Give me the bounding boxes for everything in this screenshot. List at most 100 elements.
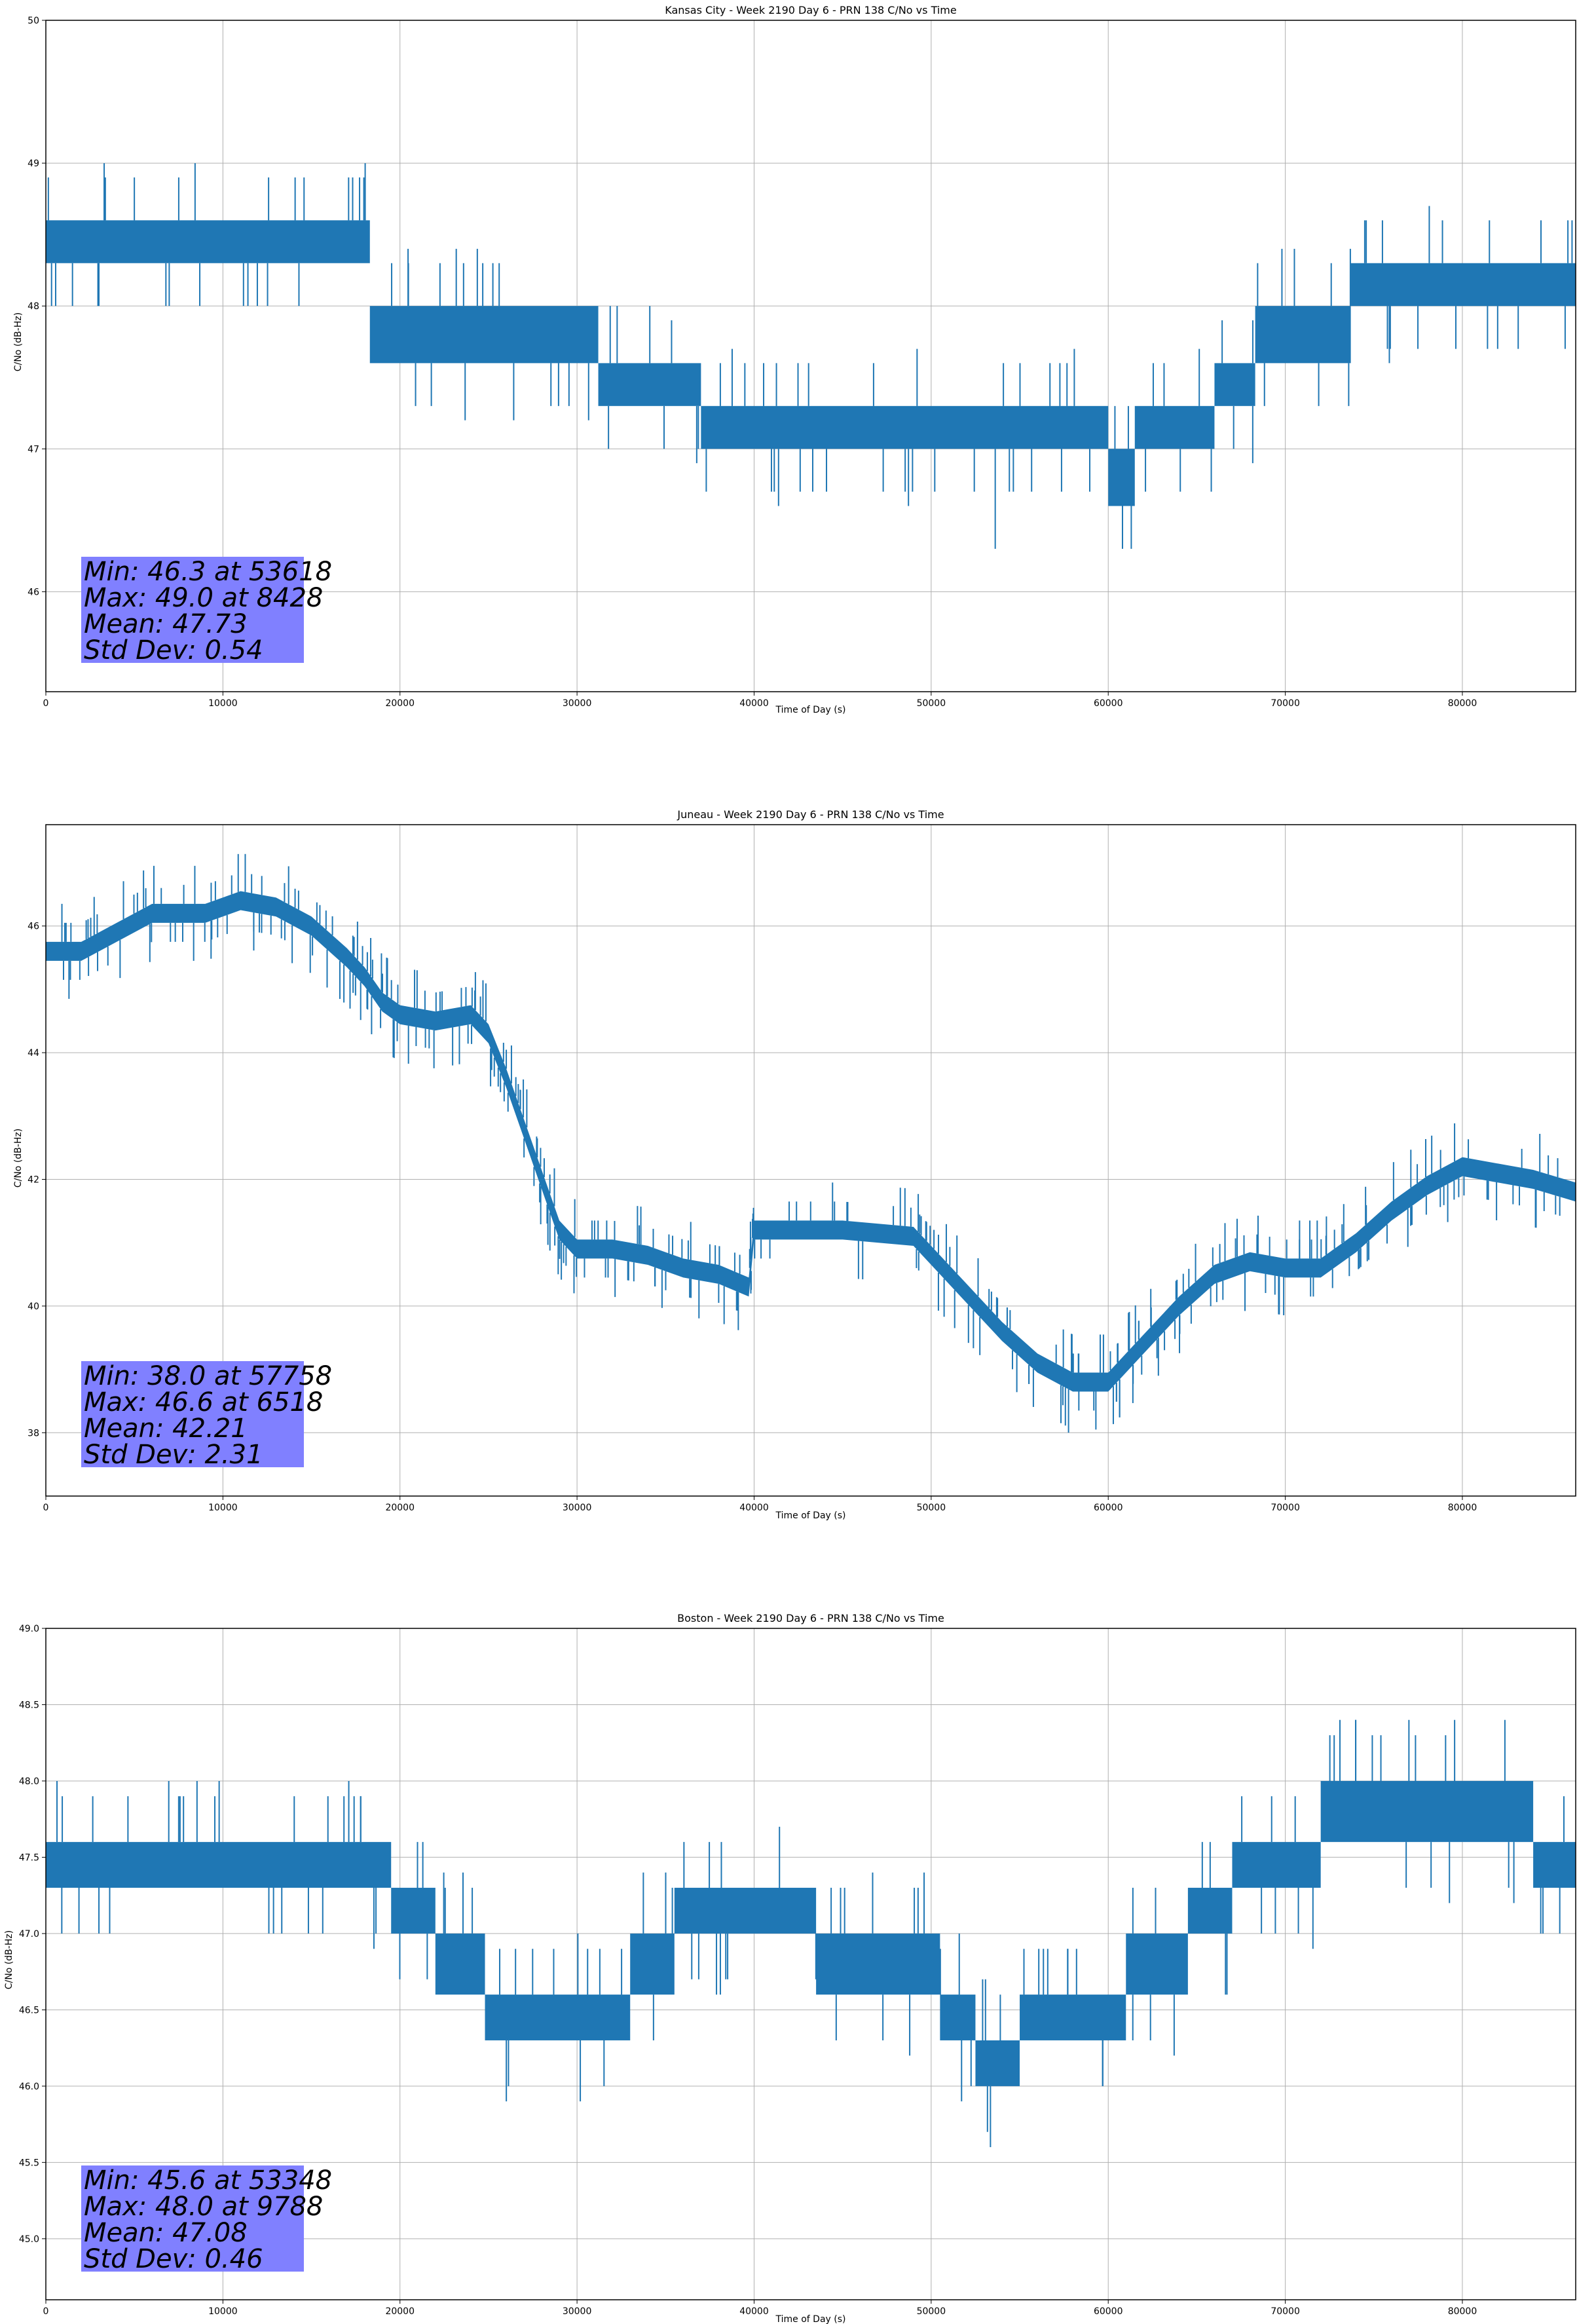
y-tick-label: 49 bbox=[28, 159, 39, 169]
series-band bbox=[46, 891, 1576, 1392]
x-axis-label: Time of Day (s) bbox=[775, 2314, 846, 2324]
series-band bbox=[1533, 1842, 1576, 1888]
x-tick-label: 30000 bbox=[563, 698, 592, 709]
series-band bbox=[391, 1888, 436, 1934]
chart-title: Kansas City - Week 2190 Day 6 - PRN 138 … bbox=[665, 4, 956, 16]
x-tick-label: 10000 bbox=[208, 698, 238, 709]
y-tick-label: 48.0 bbox=[19, 1776, 39, 1787]
series-band bbox=[674, 1888, 817, 1934]
stats-box bbox=[81, 2165, 304, 2272]
stats-max: Max: 46.6 at 6518 bbox=[84, 1387, 323, 1417]
x-tick-label: 80000 bbox=[1448, 1503, 1477, 1513]
stats-std: Std Dev: 2.31 bbox=[84, 1440, 263, 1470]
series-band bbox=[46, 220, 370, 263]
y-tick-label: 47.5 bbox=[19, 1852, 39, 1863]
stats-min: Min: 45.6 at 53348 bbox=[84, 2165, 332, 2196]
x-tick-label: 80000 bbox=[1448, 2306, 1477, 2317]
chart-title: Boston - Week 2190 Day 6 - PRN 138 C/No … bbox=[677, 1612, 944, 1624]
y-tick-label: 46.0 bbox=[19, 2082, 39, 2092]
chart-kansas-city: Kansas City - Week 2190 Day 6 - PRN 138 … bbox=[13, 4, 1576, 715]
series-band bbox=[1108, 449, 1135, 506]
series-band bbox=[1126, 1933, 1188, 1995]
x-tick-label: 0 bbox=[43, 1503, 49, 1513]
plot-frame bbox=[45, 20, 1576, 692]
x-tick-label: 50000 bbox=[917, 1503, 946, 1513]
y-axis-label: C/No (dB-Hz) bbox=[13, 312, 24, 371]
stats-max: Max: 48.0 at 9788 bbox=[84, 2192, 323, 2222]
plot-area: 0 10000 20000 30000 40000 50000 60000 70000 8000… bbox=[28, 16, 1576, 709]
series-band bbox=[975, 2040, 1020, 2086]
series-band bbox=[1214, 363, 1255, 406]
y-tick-label: 48.5 bbox=[19, 1700, 39, 1710]
series-band bbox=[701, 405, 1109, 449]
series-band bbox=[485, 1995, 631, 2040]
x-tick-label: 0 bbox=[43, 2306, 49, 2317]
x-tick-label: 50000 bbox=[917, 2306, 946, 2317]
stats-box bbox=[81, 557, 304, 663]
x-tick-label: 40000 bbox=[739, 698, 769, 709]
stats-mean: Mean: 47.73 bbox=[84, 609, 248, 639]
x-tick-label: 80000 bbox=[1448, 698, 1477, 709]
x-tick-label: 10000 bbox=[208, 2306, 238, 2317]
series-band bbox=[46, 1842, 392, 1888]
y-tick-label: 40 bbox=[28, 1302, 39, 1312]
plot-frame bbox=[45, 824, 1576, 1497]
x-tick-label: 70000 bbox=[1271, 698, 1300, 709]
y-tick-label: 49.0 bbox=[19, 1624, 39, 1634]
y-tick-label: 45.0 bbox=[19, 2234, 39, 2245]
x-axis-label: Time of Day (s) bbox=[775, 705, 846, 715]
series-band bbox=[630, 1933, 675, 1995]
x-tick-label: 20000 bbox=[385, 698, 415, 709]
y-tick-label: 48 bbox=[28, 301, 39, 312]
stats-std: Std Dev: 0.46 bbox=[84, 2244, 263, 2274]
x-tick-label: 70000 bbox=[1271, 2306, 1300, 2317]
y-tick-label: 50 bbox=[28, 16, 39, 26]
x-tick-label: 40000 bbox=[739, 1503, 769, 1513]
y-tick-label: 46.5 bbox=[19, 2005, 39, 2015]
series-band bbox=[1134, 405, 1215, 449]
stats-std: Std Dev: 0.54 bbox=[84, 635, 263, 665]
chart-juneau: Juneau - Week 2190 Day 6 - PRN 138 C/No … bbox=[13, 808, 1576, 1521]
stats-mean: Mean: 42.21 bbox=[84, 1414, 248, 1444]
y-tick-label: 38 bbox=[28, 1428, 39, 1438]
x-tick-label: 70000 bbox=[1271, 1503, 1300, 1513]
series-band bbox=[435, 1933, 485, 1995]
x-tick-label: 60000 bbox=[1094, 2306, 1123, 2317]
chart-boston: Boston - Week 2190 Day 6 - PRN 138 C/No … bbox=[4, 1612, 1576, 2324]
y-axis-label: C/No (dB-Hz) bbox=[13, 1129, 24, 1188]
plot-area: 0 10000 20000 30000 40000 50000 60000 70000 8000… bbox=[19, 1624, 1576, 2317]
y-tick-label: 46 bbox=[28, 587, 39, 597]
x-tick-label: 20000 bbox=[385, 1503, 415, 1513]
x-tick-label: 60000 bbox=[1094, 698, 1123, 709]
y-axis-label: C/No (dB-Hz) bbox=[4, 1930, 14, 1989]
series-band bbox=[1187, 1888, 1233, 1934]
x-tick-label: 0 bbox=[43, 698, 49, 709]
plot-frame bbox=[45, 1628, 1576, 2300]
x-tick-label: 40000 bbox=[739, 2306, 769, 2317]
x-tick-label: 30000 bbox=[563, 2306, 592, 2317]
series-cno bbox=[46, 853, 1576, 1433]
series-band bbox=[940, 1995, 976, 2040]
plot-area: 0 10000 20000 30000 40000 50000 60000 70000 8000… bbox=[28, 824, 1576, 1513]
stats-min: Min: 38.0 at 57758 bbox=[84, 1361, 332, 1391]
x-tick-label: 10000 bbox=[208, 1503, 238, 1513]
series-band bbox=[1320, 1780, 1534, 1843]
y-tick-label: 47 bbox=[28, 444, 39, 455]
y-tick-label: 44 bbox=[28, 1048, 39, 1059]
x-tick-label: 50000 bbox=[917, 698, 946, 709]
series-band bbox=[816, 1933, 940, 1995]
series-band bbox=[1020, 1995, 1126, 2040]
stats-max: Max: 49.0 at 8428 bbox=[84, 583, 323, 613]
series-band bbox=[598, 363, 701, 406]
x-axis-label: Time of Day (s) bbox=[775, 1510, 846, 1521]
stats-mean: Mean: 47.08 bbox=[84, 2218, 248, 2248]
series-band bbox=[369, 306, 599, 364]
y-tick-label: 45.5 bbox=[19, 2158, 39, 2168]
stats-min: Min: 46.3 at 53618 bbox=[84, 557, 332, 587]
y-tick-label: 47.0 bbox=[19, 1929, 39, 1940]
series-cno bbox=[46, 1719, 1576, 2148]
x-tick-label: 60000 bbox=[1094, 1503, 1123, 1513]
x-tick-label: 20000 bbox=[385, 2306, 415, 2317]
